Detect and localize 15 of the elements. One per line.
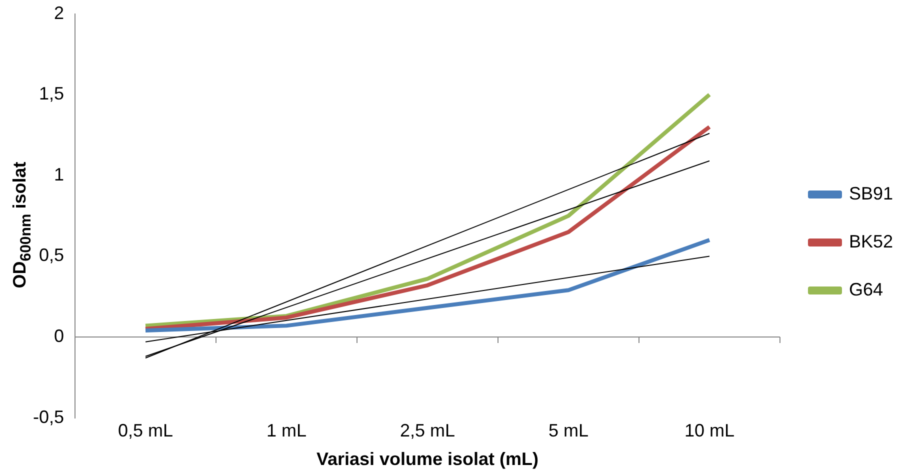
y-tick-label: 1 [54,164,64,184]
x-tick-label: 1 mL [266,420,307,441]
x-tick-label: 2,5 mL [400,420,456,441]
x-tick-label: 0,5 mL [118,420,174,441]
y-tick-label: 1,5 [38,84,64,104]
y-tick-label: -0,5 [32,406,64,427]
legend-label: BK52 [848,231,894,252]
x-axis-title: Variasi volume isolat (mL) [316,449,539,470]
legend-label: G64 [848,279,883,300]
x-tick-label: 10 mL [684,420,734,441]
y-tick-label: 0,5 [38,245,64,266]
x-tick-label: 5 mL [548,420,588,441]
legend-label: SB91 [848,183,894,204]
y-tick-label: 2 [54,2,64,23]
y-tick-label: 0 [54,326,64,346]
